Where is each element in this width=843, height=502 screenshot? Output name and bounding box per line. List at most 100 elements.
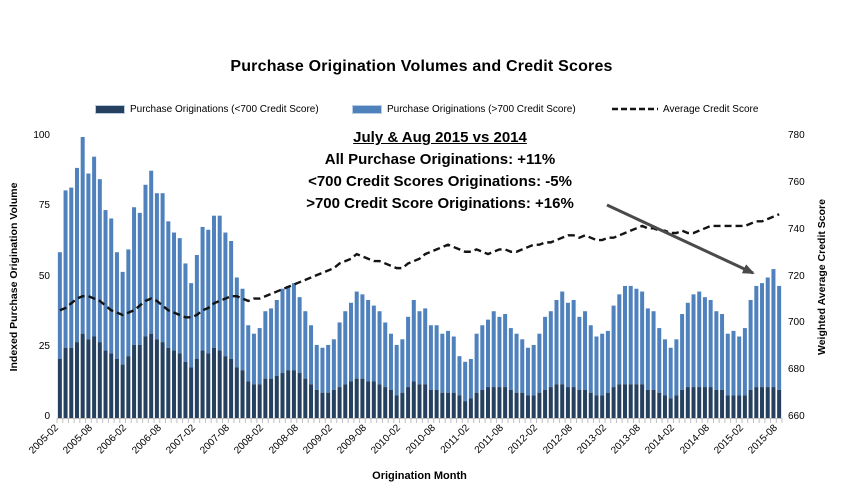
- bar-segment-gt700: [280, 288, 285, 374]
- bar-segment-lt700: [543, 389, 548, 418]
- bar-segment-gt700: [383, 322, 388, 388]
- bar-segment-lt700: [194, 358, 199, 418]
- bar-segment-gt700: [120, 271, 125, 365]
- bar-segment-lt700: [263, 378, 268, 418]
- bar-segment-lt700: [166, 347, 171, 418]
- bar-segment-lt700: [720, 389, 725, 418]
- bar-segment-gt700: [348, 302, 353, 382]
- bar-segment-gt700: [777, 285, 782, 390]
- bar-segment-gt700: [326, 344, 331, 393]
- bar-segment-gt700: [765, 277, 770, 388]
- bar-segment-gt700: [531, 344, 536, 396]
- bar-segment-gt700: [109, 218, 114, 354]
- bar-segment-lt700: [457, 395, 462, 418]
- bar-segment-gt700: [508, 328, 513, 390]
- bar-segment-gt700: [691, 294, 696, 388]
- bar-segment-lt700: [640, 384, 645, 418]
- bar-segment-lt700: [440, 392, 445, 418]
- annotation-block: July & Aug 2015 vs 2014 All Purchase Ori…: [255, 127, 625, 215]
- bar-segment-lt700: [137, 344, 142, 418]
- bar-segment-lt700: [234, 367, 239, 418]
- bar-segment-lt700: [634, 384, 639, 418]
- bar-segment-gt700: [303, 311, 308, 379]
- bar-segment-lt700: [548, 387, 553, 418]
- left-tick-label: 25: [38, 340, 50, 352]
- legend-swatch-gt700-icon: [352, 104, 382, 114]
- bar-segment-gt700: [702, 297, 707, 388]
- bar-segment-gt700: [543, 316, 548, 390]
- bar-segment-gt700: [291, 283, 296, 371]
- bar-segment-lt700: [520, 392, 525, 418]
- bar-segment-gt700: [771, 269, 776, 388]
- bar-segment-lt700: [132, 344, 137, 418]
- bar-segment-lt700: [628, 384, 633, 418]
- legend-item-avg-score: Average Credit Score: [612, 102, 758, 116]
- bar-segment-gt700: [491, 311, 496, 388]
- bar-segment-gt700: [640, 291, 645, 385]
- bar-segment-gt700: [565, 302, 570, 388]
- bar-segment-lt700: [645, 389, 650, 418]
- bar-segment-gt700: [662, 339, 667, 396]
- bar-segment-gt700: [80, 137, 85, 334]
- bar-segment-lt700: [623, 384, 628, 418]
- bar-segment-lt700: [714, 389, 719, 418]
- bar-segment-lt700: [337, 387, 342, 418]
- bar-segment-gt700: [628, 285, 633, 385]
- bar-segment-gt700: [520, 339, 525, 393]
- bar-segment-gt700: [600, 333, 605, 396]
- right-axis-tick-labels: 660 680 700 720 740 760 780: [788, 0, 830, 502]
- bar-segment-lt700: [383, 387, 388, 418]
- left-tick-label: 0: [44, 411, 50, 422]
- bar-segment-lt700: [303, 378, 308, 418]
- bar-segment-gt700: [400, 339, 405, 393]
- bar-segment-gt700: [132, 207, 137, 345]
- left-tick-label: 75: [38, 200, 50, 212]
- bar-segment-lt700: [114, 358, 119, 418]
- bar-segment-gt700: [411, 299, 416, 382]
- bar-segment-gt700: [154, 193, 159, 340]
- bar-segment-lt700: [428, 389, 433, 418]
- bar-segment-gt700: [423, 308, 428, 385]
- bar-segment-lt700: [771, 387, 776, 418]
- bar-segment-lt700: [662, 395, 667, 418]
- bar-segment-lt700: [143, 336, 148, 418]
- bar-segment-gt700: [554, 299, 559, 385]
- bar-segment-gt700: [371, 305, 376, 382]
- annotation-heading: July & Aug 2015 vs 2014: [353, 129, 527, 146]
- bar-segment-lt700: [525, 395, 530, 418]
- bar-segment-gt700: [645, 308, 650, 390]
- bar-segment-lt700: [291, 370, 296, 418]
- bar-segment-lt700: [63, 347, 68, 418]
- bar-segment-lt700: [446, 392, 451, 418]
- bar-segment-gt700: [314, 344, 319, 390]
- bar-segment-lt700: [189, 367, 194, 418]
- bar-segment-gt700: [251, 333, 256, 385]
- bar-segment-gt700: [697, 291, 702, 388]
- bar-segment-gt700: [486, 319, 491, 388]
- bar-segment-gt700: [223, 232, 228, 357]
- bar-segment-lt700: [577, 389, 582, 418]
- bar-segment-lt700: [406, 387, 411, 418]
- bar-segment-gt700: [331, 339, 336, 390]
- x-axis-title: Origination Month: [372, 470, 467, 482]
- bar-segment-lt700: [554, 384, 559, 418]
- bar-segment-gt700: [731, 330, 736, 396]
- bar-segment-lt700: [474, 392, 479, 418]
- bar-segment-lt700: [531, 395, 536, 418]
- bar-segment-lt700: [314, 389, 319, 418]
- bar-segment-lt700: [251, 384, 256, 418]
- bar-segment-lt700: [725, 395, 730, 418]
- bar-segment-lt700: [434, 389, 439, 418]
- bar-segment-lt700: [742, 395, 747, 418]
- bar-segment-gt700: [674, 339, 679, 396]
- chart-title: Purchase Origination Volumes and Credit …: [230, 58, 613, 75]
- bar-segment-lt700: [765, 387, 770, 418]
- bar-segment-lt700: [600, 395, 605, 418]
- bar-segment-gt700: [57, 252, 62, 359]
- bar-segment-lt700: [708, 387, 713, 418]
- bar-segment-gt700: [172, 232, 177, 351]
- bar-segment-lt700: [394, 395, 399, 418]
- bar-segment-gt700: [211, 215, 216, 348]
- bar-segment-lt700: [605, 392, 610, 418]
- bar-segment-gt700: [720, 314, 725, 390]
